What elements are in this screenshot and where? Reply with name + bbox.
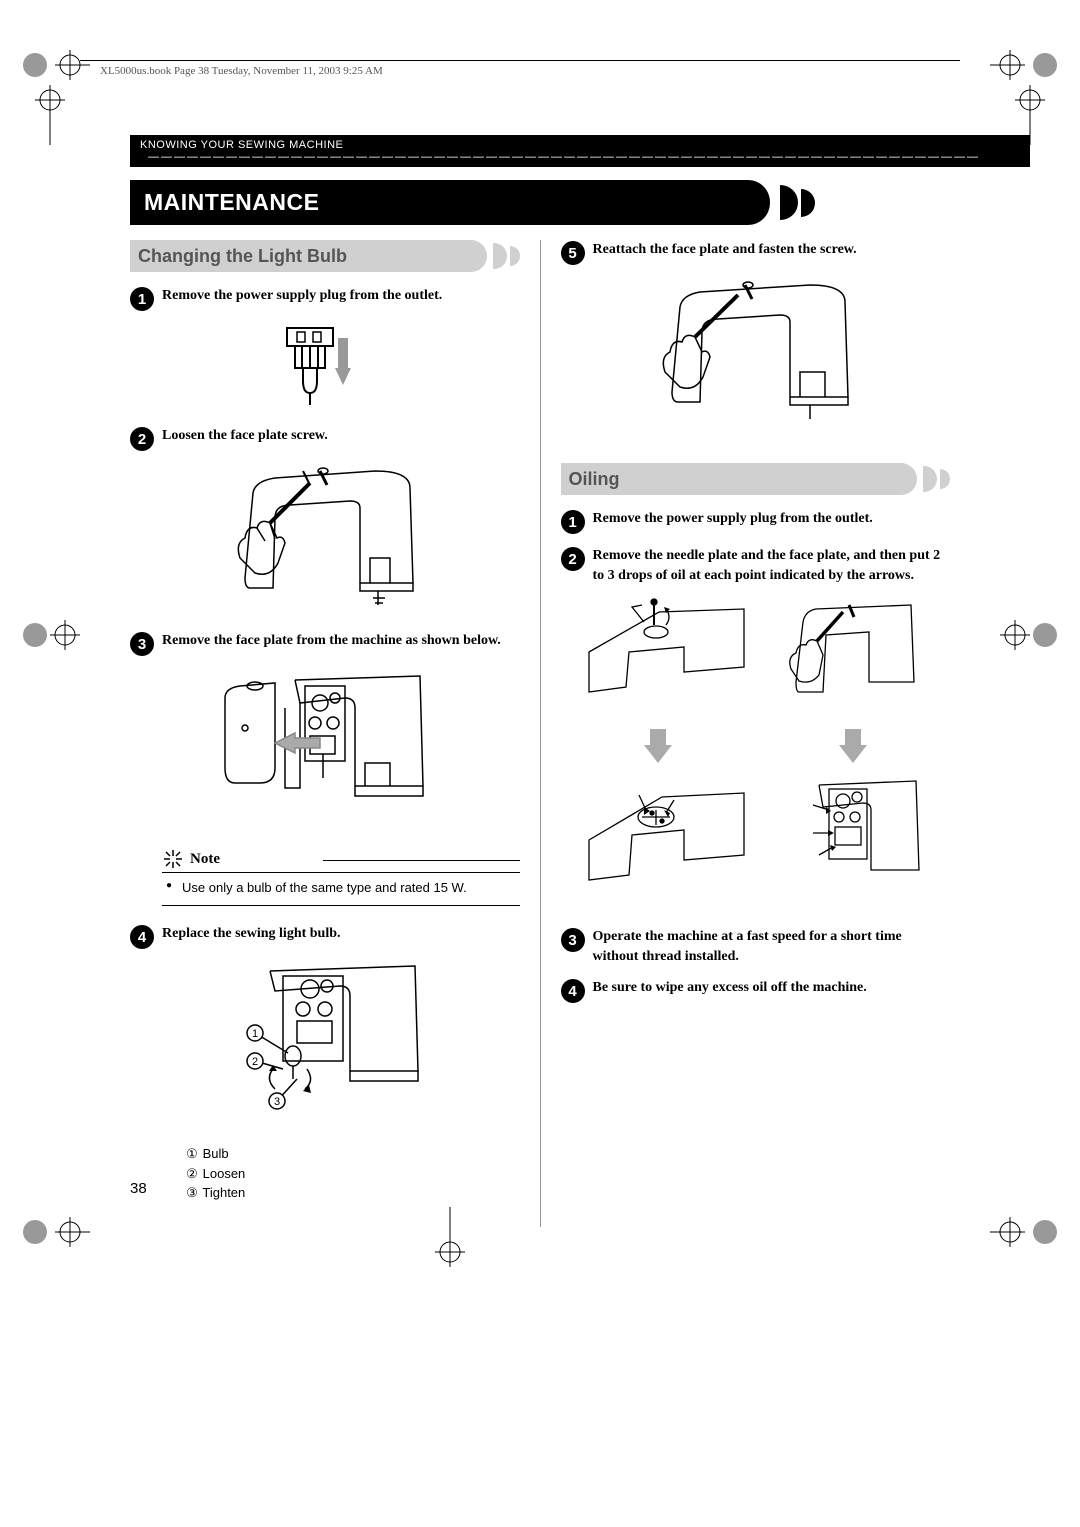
note-box: Note Use only a bulb of the same type an… xyxy=(162,848,520,906)
right-step-1: 1 Remove the power supply plug from the … xyxy=(561,509,951,534)
step-number-icon: 3 xyxy=(130,632,154,656)
chapter-title: MAINTENANCE xyxy=(130,189,319,216)
note-text: Use only a bulb of the same type and rat… xyxy=(162,879,520,906)
left-step-2-text: Loosen the face plate screw. xyxy=(162,426,328,451)
subtitle-right: Oiling xyxy=(569,469,620,490)
left-column: Changing the Light Bulb 1 Remove the pow… xyxy=(130,240,541,1227)
arrows-down xyxy=(561,725,951,765)
page-number: 38 xyxy=(130,1180,147,1197)
figure-remove-plate xyxy=(130,668,520,828)
legend-3-text: Tighten xyxy=(202,1185,245,1200)
right-step-2: 2 Remove the needle plate and the face p… xyxy=(561,546,951,585)
left-step-1: 1 Remove the power supply plug from the … xyxy=(130,286,520,311)
step-number-icon: 2 xyxy=(130,427,154,451)
subtitle-pill-right: Oiling xyxy=(561,463,951,495)
left-step-3: 3 Remove the face plate from the machine… xyxy=(130,631,520,656)
step-number-icon: 1 xyxy=(130,287,154,311)
crop-mark-mr xyxy=(1000,615,1060,655)
svg-text:2: 2 xyxy=(252,1056,258,1068)
right-step-1-text: Remove the power supply plug from the ou… xyxy=(593,509,873,534)
figure-replace-bulb: 1 2 3 xyxy=(130,961,520,1126)
step-number-icon: 4 xyxy=(130,925,154,949)
chapter-pill: MAINTENANCE xyxy=(130,180,770,225)
note-label: Note xyxy=(190,851,220,868)
right-step-5-text: Reattach the face plate and fasten the s… xyxy=(593,240,857,265)
step-number-icon: 2 xyxy=(561,547,585,571)
left-step-4-text: Replace the sewing light bulb. xyxy=(162,924,341,949)
step-number-icon: 5 xyxy=(561,241,585,265)
header-rule xyxy=(80,60,960,61)
crop-mark-ml xyxy=(20,615,80,655)
right-step-3: 3 Operate the machine at a fast speed fo… xyxy=(561,927,951,966)
crop-mark-br xyxy=(990,1197,1060,1267)
right-step-2-text: Remove the needle plate and the face pla… xyxy=(593,546,951,585)
figure-oiling-bottom xyxy=(561,775,951,895)
legend-1-num: ① xyxy=(185,1144,199,1164)
step-number-icon: 3 xyxy=(561,928,585,952)
step-number-icon: 4 xyxy=(561,979,585,1003)
svg-text:1: 1 xyxy=(252,1028,258,1040)
right-step-5: 5 Reattach the face plate and fasten the… xyxy=(561,240,951,265)
legend-2-text: Loosen xyxy=(203,1166,246,1181)
step-number-icon: 1 xyxy=(561,510,585,534)
content-columns: Changing the Light Bulb 1 Remove the pow… xyxy=(130,240,950,1227)
section-header-text: KNOWING YOUR SEWING MACHINE xyxy=(140,139,343,151)
subtitle-pill-left: Changing the Light Bulb xyxy=(130,240,520,272)
svg-text:3: 3 xyxy=(274,1096,280,1108)
right-step-4: 4 Be sure to wipe any excess oil off the… xyxy=(561,978,951,1003)
crop-mark-tl2 xyxy=(30,85,70,145)
right-step-4-text: Be sure to wipe any excess oil off the m… xyxy=(593,978,867,1003)
header-meta: XL5000us.book Page 38 Tuesday, November … xyxy=(100,65,383,77)
right-step-3-text: Operate the machine at a fast speed for … xyxy=(593,927,951,966)
right-column: 5 Reattach the face plate and fasten the… xyxy=(561,240,951,1227)
chapter-pill-decoration xyxy=(780,180,815,225)
left-step-2: 2 Loosen the face plate screw. xyxy=(130,426,520,451)
section-header-dashes: ————————————————————————————————————————… xyxy=(148,151,980,163)
note-icon xyxy=(162,848,184,870)
figure-plug xyxy=(130,323,520,408)
left-step-3-text: Remove the face plate from the machine a… xyxy=(162,631,501,656)
subtitle-left: Changing the Light Bulb xyxy=(138,246,347,267)
figure-reattach xyxy=(561,277,951,427)
section-header: KNOWING YOUR SEWING MACHINE ————————————… xyxy=(130,135,1030,167)
legend-1-text: Bulb xyxy=(203,1146,229,1161)
bulb-legend: ① Bulb ② Loosen ③ Tighten xyxy=(185,1144,520,1203)
legend-2-num: ② xyxy=(185,1164,199,1184)
left-step-4: 4 Replace the sewing light bulb. xyxy=(130,924,520,949)
figure-oiling-top xyxy=(561,597,951,707)
legend-3-num: ③ xyxy=(185,1183,199,1203)
figure-loosen-screw xyxy=(130,463,520,613)
left-step-1-text: Remove the power supply plug from the ou… xyxy=(162,286,442,311)
crop-mark-bl xyxy=(20,1197,90,1267)
